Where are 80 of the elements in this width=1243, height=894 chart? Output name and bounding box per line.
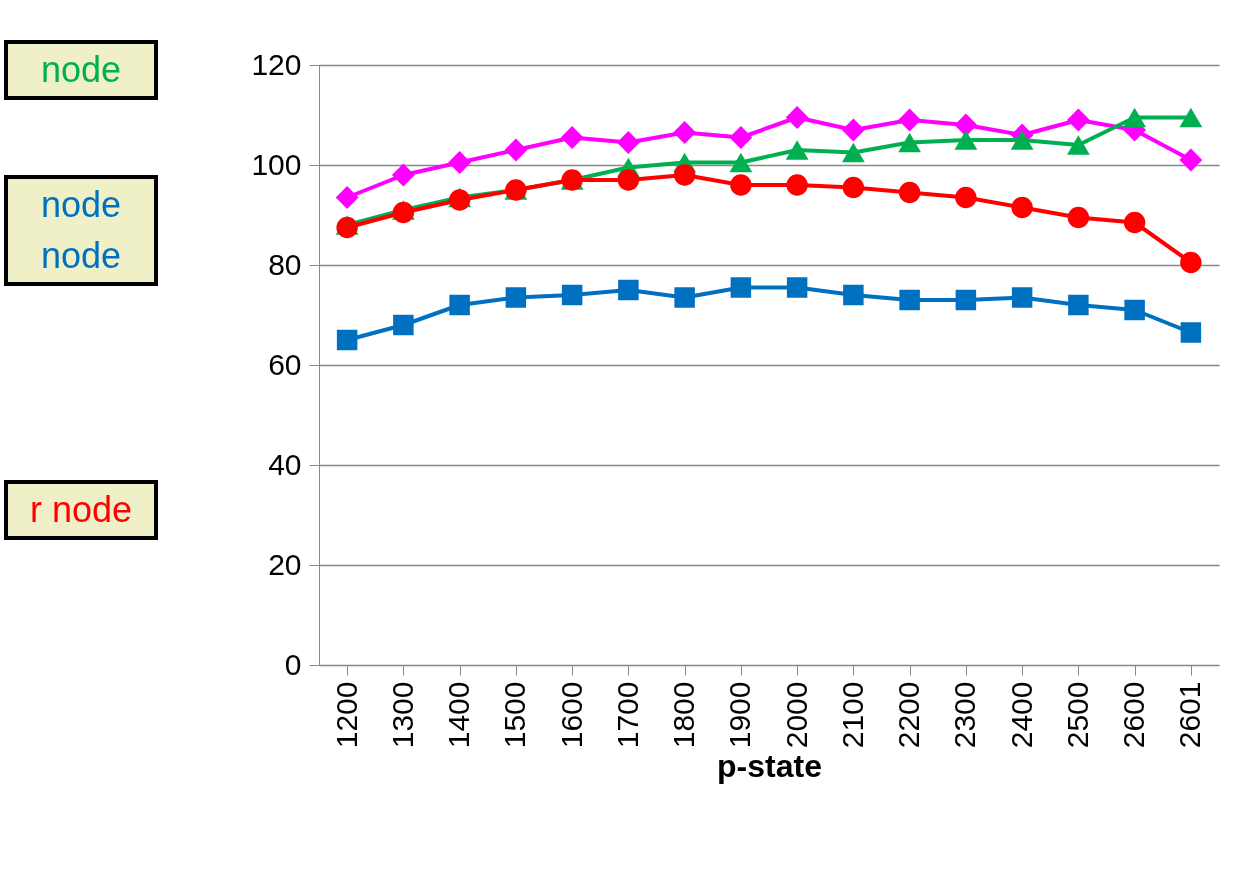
point bbox=[1179, 148, 1203, 172]
point bbox=[785, 140, 809, 160]
x-tick-label: 1800 bbox=[667, 681, 701, 749]
point bbox=[729, 152, 753, 173]
x-tick-label: 2200 bbox=[892, 681, 926, 749]
point bbox=[841, 142, 865, 163]
point bbox=[1180, 322, 1202, 343]
point bbox=[730, 174, 752, 196]
point bbox=[730, 277, 752, 298]
x-tick-label: 2000 bbox=[779, 681, 813, 749]
point bbox=[449, 294, 470, 316]
y-tick-label: 0 bbox=[284, 647, 302, 681]
text: r node bbox=[4, 480, 158, 540]
point bbox=[786, 277, 808, 298]
point bbox=[1011, 287, 1033, 308]
point bbox=[392, 201, 415, 224]
y-tick-label: 60 bbox=[268, 347, 302, 381]
y-tick-label: 80 bbox=[268, 247, 302, 281]
point bbox=[1180, 251, 1202, 274]
point bbox=[1067, 206, 1090, 229]
x-tick-label: 1500 bbox=[498, 681, 532, 749]
point bbox=[954, 130, 978, 150]
y-tick-label: 120 bbox=[251, 47, 302, 81]
point bbox=[393, 314, 414, 336]
point bbox=[841, 118, 865, 142]
point bbox=[786, 174, 808, 196]
x-tick-label: 2600 bbox=[1117, 681, 1151, 749]
text: node bbox=[4, 230, 158, 286]
point bbox=[842, 176, 865, 199]
x-tick-label: 2100 bbox=[835, 681, 869, 749]
x-tick-label: 2601 bbox=[1173, 681, 1207, 749]
point bbox=[843, 284, 864, 306]
x-tick-label: 1600 bbox=[554, 681, 588, 749]
point bbox=[617, 169, 640, 191]
text: node bbox=[4, 40, 158, 100]
point bbox=[1123, 107, 1147, 128]
point bbox=[955, 186, 977, 209]
point bbox=[336, 216, 358, 239]
point bbox=[1066, 135, 1090, 155]
point bbox=[898, 108, 922, 132]
point bbox=[785, 106, 809, 129]
point bbox=[674, 287, 695, 308]
point bbox=[954, 113, 978, 137]
x-axis-title: p-state bbox=[717, 748, 822, 785]
point bbox=[673, 121, 697, 144]
point bbox=[505, 287, 527, 308]
point bbox=[673, 164, 696, 186]
point bbox=[1010, 130, 1034, 150]
point bbox=[898, 132, 922, 153]
point bbox=[898, 181, 921, 204]
point bbox=[1123, 211, 1146, 234]
point bbox=[1124, 299, 1145, 321]
x-tick-label: 1200 bbox=[329, 681, 363, 749]
x-tick-label: 1400 bbox=[442, 681, 476, 749]
point bbox=[561, 284, 583, 306]
point bbox=[336, 329, 358, 351]
point bbox=[335, 186, 359, 209]
point bbox=[391, 163, 415, 187]
point bbox=[1066, 108, 1090, 132]
y-tick-label: 40 bbox=[268, 447, 302, 481]
point bbox=[448, 151, 472, 174]
x-tick-label: 2500 bbox=[1060, 681, 1094, 749]
point bbox=[1068, 294, 1089, 316]
x-tick-label: 1900 bbox=[723, 681, 757, 749]
point bbox=[1179, 107, 1203, 128]
point bbox=[560, 126, 584, 149]
point bbox=[729, 126, 753, 149]
y-tick-label: 100 bbox=[251, 147, 302, 181]
point bbox=[1011, 196, 1033, 219]
x-tick-label: 1700 bbox=[610, 681, 644, 749]
x-tick-label: 2400 bbox=[1004, 681, 1038, 749]
text: node bbox=[4, 175, 158, 231]
x-tick-label: 2300 bbox=[948, 681, 982, 749]
point bbox=[618, 279, 639, 301]
point bbox=[899, 289, 920, 311]
point bbox=[616, 131, 640, 154]
point bbox=[504, 138, 528, 162]
y-tick-label: 20 bbox=[268, 547, 302, 581]
x-tick-label: 1300 bbox=[385, 681, 419, 749]
point bbox=[955, 289, 977, 311]
